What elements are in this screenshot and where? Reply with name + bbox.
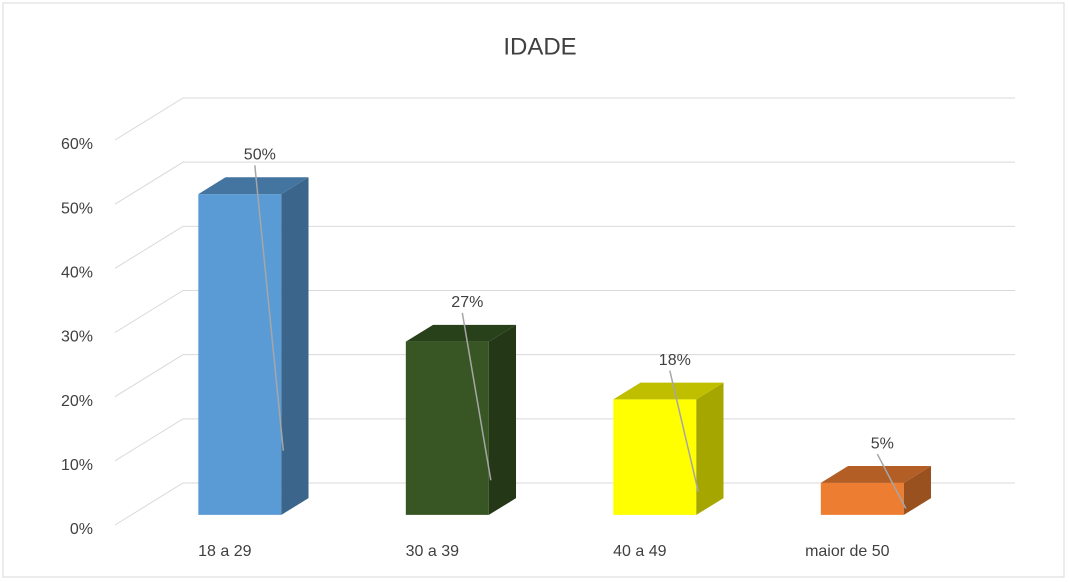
leader-line [461,312,492,481]
data-label: 50% [244,147,276,164]
y-tick-label: 20% [61,393,93,410]
data-label: 27% [451,294,483,311]
bar-side [488,324,517,515]
x-tick-label: 30 a 39 [406,543,459,560]
y-tick-label: 50% [61,200,93,217]
y-tick-label: 0% [70,521,93,538]
grid-line [114,418,1015,462]
grid-line [114,482,1015,526]
bar [198,177,309,515]
y-tick-label: 30% [61,329,93,346]
data-label: 18% [659,352,691,369]
x-tick-label: 18 a 29 [198,543,251,560]
bar-top [405,324,517,342]
leader-line [254,165,285,451]
bar-front [613,399,697,515]
y-tick-label: 10% [61,457,93,474]
bar-front [405,341,489,515]
bar [405,324,517,515]
bar-top [820,466,932,483]
grid-line [114,97,1015,141]
bar-front [198,194,282,515]
bar-front [820,482,904,515]
x-tick-label: 40 a 49 [613,543,666,560]
y-tick-label: 40% [61,265,93,282]
bar [613,382,724,515]
y-tick-label: 60% [61,136,93,153]
bar [820,466,932,515]
grid-line [114,354,1015,398]
bar-top [198,177,309,195]
x-tick-label: maior de 50 [805,543,890,560]
leader-line [876,453,907,509]
bar-side [696,382,724,515]
leader-line [669,370,700,492]
grid-line [114,161,1015,205]
bar-top [613,382,724,400]
bar-side [281,177,309,515]
chart-title: IDADE [503,33,576,60]
data-label: 5% [871,435,894,452]
bar-side [903,466,932,515]
grid-line [114,225,1015,269]
grid-line [114,290,1015,333]
